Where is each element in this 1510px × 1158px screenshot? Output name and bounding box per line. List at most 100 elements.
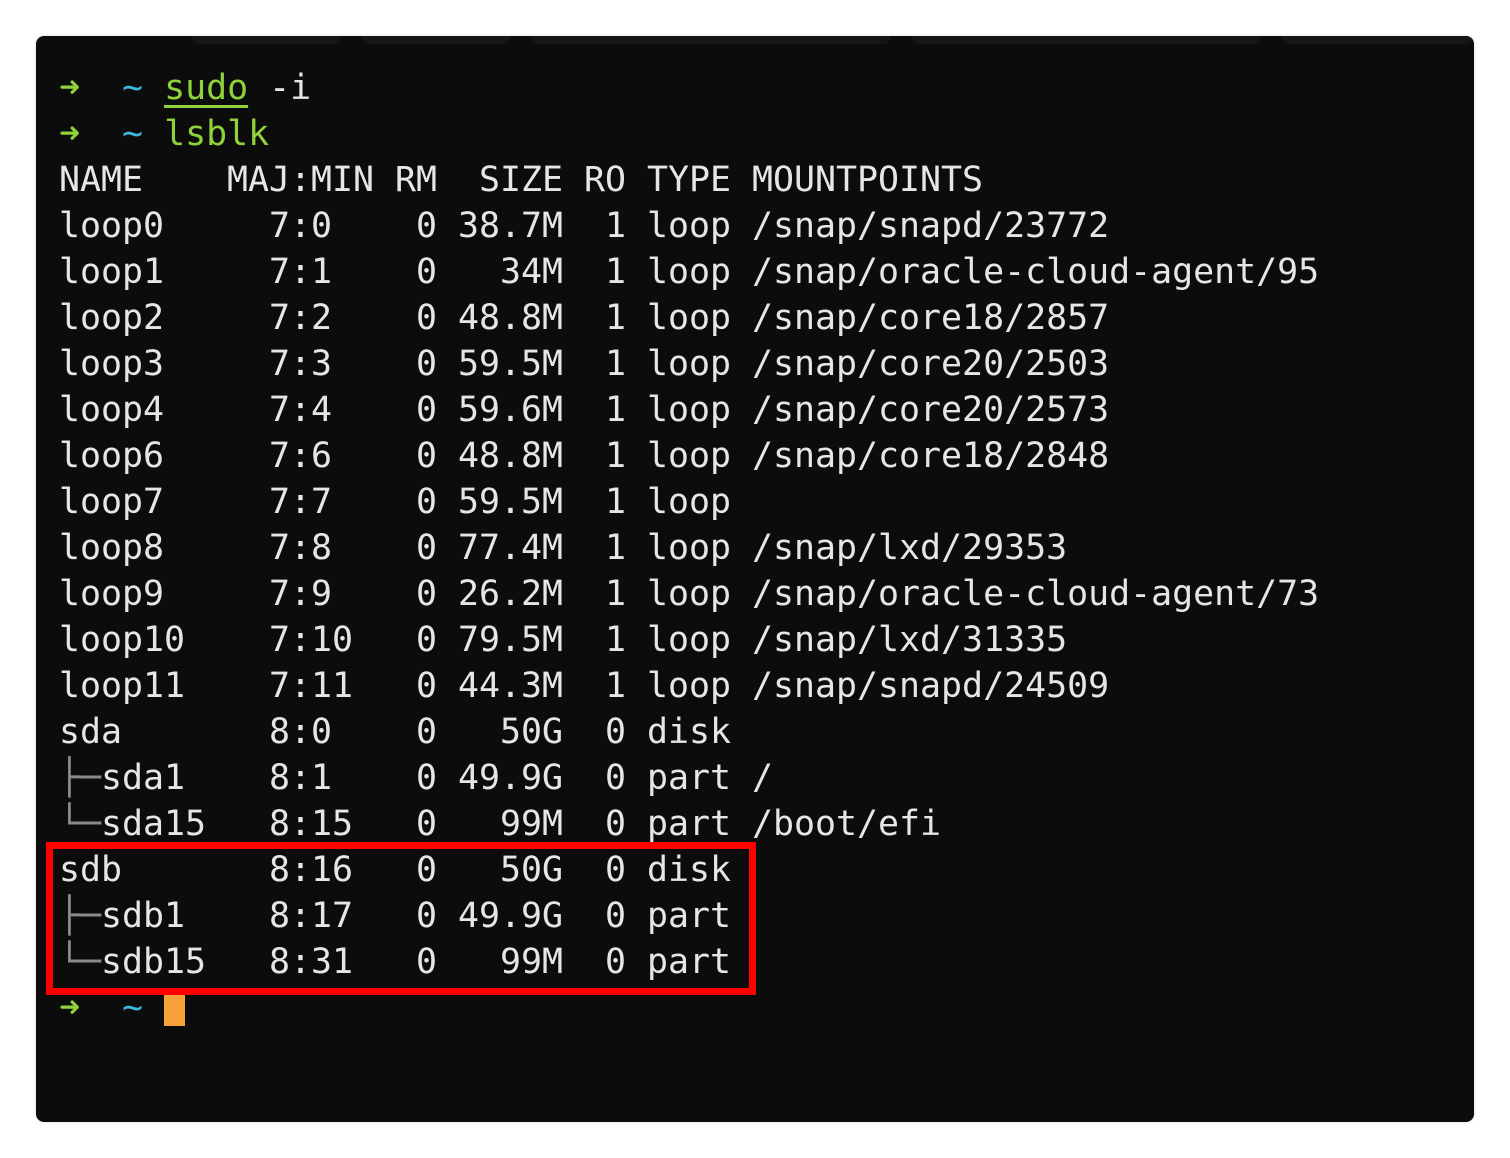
cell-majmin: 8:0 [269, 712, 333, 752]
cell-type: loop [647, 344, 732, 384]
cell-type: loop [647, 436, 732, 476]
cell-majmin: 7:3 [269, 344, 333, 384]
device-name: sda1 [101, 758, 186, 798]
device-name: loop8 [59, 528, 165, 568]
cell-mountpoints: /snap/lxd/29353 [752, 528, 1068, 568]
cell-size: 38.7M [457, 206, 563, 246]
tree-connector: ├─ [59, 758, 102, 798]
cell-type: loop [647, 574, 732, 614]
cell-ro: 1 [605, 528, 627, 568]
cell-rm: 0 [416, 850, 438, 890]
cell-mountpoints: /snap/oracle-cloud-agent/73 [752, 574, 1320, 614]
device-name: loop6 [59, 436, 165, 476]
cell-mountpoints: /boot/efi [752, 804, 942, 844]
device-name: loop4 [59, 390, 165, 430]
device-name: sdb15 [101, 942, 207, 982]
device-name: sdb1 [101, 896, 186, 936]
cell-ro: 0 [605, 942, 627, 982]
arrow-right-icon: ➜ [59, 988, 81, 1028]
cell-size: 49.9G [457, 896, 563, 936]
table-header: NAME MAJ:MIN RM SIZE RO TYPE MOUNTPOINTS [59, 157, 983, 203]
cell-size: 99M [499, 942, 563, 982]
cell-type: loop [647, 620, 732, 660]
cell-type: loop [647, 666, 732, 706]
cell-mountpoints: /snap/oracle-cloud-agent/95 [752, 252, 1320, 292]
cell-rm: 0 [416, 344, 438, 384]
cell-majmin: 8:1 [269, 758, 333, 798]
device-name: sda [59, 712, 123, 752]
device-name: loop11 [59, 666, 186, 706]
cell-mountpoints: / [752, 758, 774, 798]
cwd: ~ [122, 988, 144, 1028]
header-mountpoints: MOUNTPOINTS [752, 160, 984, 200]
tab[interactable] [911, 36, 1261, 44]
cell-majmin: 7:7 [269, 482, 333, 522]
cell-size: 48.8M [457, 436, 563, 476]
table-row: loop6 7:6 0 48.8M 1 loop/snap/core18/2848 [59, 433, 1109, 479]
table-row: loop4 7:4 0 59.6M 1 loop/snap/core20/2573 [59, 387, 1109, 433]
cell-type: loop [647, 390, 732, 430]
cell-majmin: 8:31 [269, 942, 354, 982]
prompt-line: ➜ ~ lsblk [59, 111, 311, 157]
table-row: sda 8:0 0 50G 0 disk [59, 709, 731, 755]
cell-size: 44.3M [457, 666, 563, 706]
cell-majmin: 8:16 [269, 850, 354, 890]
device-name: loop7 [59, 482, 165, 522]
cell-type: loop [647, 528, 732, 568]
arrow-right-icon: ➜ [59, 68, 81, 108]
device-name: loop10 [59, 620, 186, 660]
cell-size: 99M [499, 804, 563, 844]
cursor [164, 992, 186, 1026]
cell-mountpoints: /snap/core18/2848 [752, 436, 1110, 476]
table-row: └─sdb15 8:31 0 99M 0 part [59, 939, 731, 985]
cell-size: 34M [499, 252, 563, 292]
arrow-right-icon: ➜ [59, 114, 81, 154]
cwd: ~ [122, 68, 144, 108]
prompt-line: ➜ ~ sudo -i [59, 65, 311, 111]
cell-rm: 0 [416, 390, 438, 430]
cell-size: 49.9G [457, 758, 563, 798]
cell-mountpoints: /snap/core20/2503 [752, 344, 1110, 384]
cell-rm: 0 [416, 804, 438, 844]
cell-type: part [647, 804, 732, 844]
cell-mountpoints: /snap/snapd/24509 [752, 666, 1110, 706]
command: sudo [164, 68, 249, 108]
header-size: SIZE [479, 160, 564, 200]
terminal-window[interactable]: ➜ ~ sudo -i ➜ ~ lsblk NAME MAJ:MIN RM SIZE RO T… [36, 36, 1474, 1122]
cell-type: disk [647, 850, 732, 890]
cell-rm: 0 [416, 528, 438, 568]
cell-majmin: 7:11 [269, 666, 354, 706]
cell-ro: 1 [605, 436, 627, 476]
cell-size: 79.5M [457, 620, 563, 660]
header-majmin: MAJ:MIN [227, 160, 375, 200]
table-row: loop0 7:0 0 38.7M 1 loop/snap/snapd/23772 [59, 203, 1109, 249]
cell-type: part [647, 758, 732, 798]
table-row: ├─sda1 8:1 0 49.9G 0 part / [59, 755, 773, 801]
cell-ro: 0 [605, 804, 627, 844]
cell-size: 59.6M [457, 390, 563, 430]
cell-rm: 0 [416, 942, 438, 982]
table-row: loop3 7:3 0 59.5M 1 loop/snap/core20/2503 [59, 341, 1109, 387]
tab[interactable] [1281, 36, 1474, 44]
cell-type: part [647, 942, 732, 982]
cell-size: 48.8M [457, 298, 563, 338]
table-row: loop11 7:11 0 44.3M 1 loop/snap/snapd/24509 [59, 663, 1109, 709]
tab[interactable] [191, 36, 341, 44]
table-row: ├─sdb1 8:17 0 49.9G 0 part [59, 893, 731, 939]
cell-majmin: 7:4 [269, 390, 333, 430]
cell-ro: 1 [605, 344, 627, 384]
cell-ro: 0 [605, 712, 627, 752]
cell-majmin: 7:2 [269, 298, 333, 338]
cell-rm: 0 [416, 206, 438, 246]
prompt-line: ➜ ~ [59, 985, 311, 1031]
terminal-output[interactable]: ➜ ~ sudo -i ➜ ~ lsblk NAME MAJ:MIN RM SIZE RO T… [59, 65, 1319, 1031]
device-name: loop0 [59, 206, 165, 246]
tab[interactable] [531, 36, 891, 44]
cell-rm: 0 [416, 482, 438, 522]
cell-majmin: 7:1 [269, 252, 333, 292]
tab[interactable] [361, 36, 511, 44]
cell-type: loop [647, 252, 732, 292]
cell-majmin: 7:6 [269, 436, 333, 476]
cell-majmin: 8:15 [269, 804, 354, 844]
cell-ro: 1 [605, 252, 627, 292]
